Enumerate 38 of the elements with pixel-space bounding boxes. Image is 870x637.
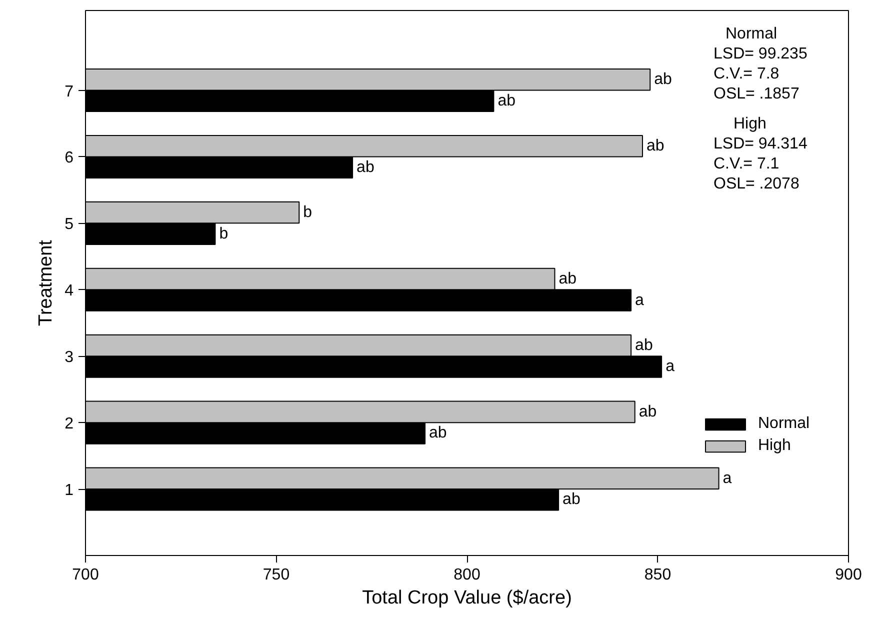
data-label: ab [558, 270, 577, 288]
y-tick-label: 6 [64, 150, 74, 167]
data-label: b [303, 204, 312, 222]
y-tick-label: 3 [64, 349, 74, 366]
y-tick-label: 2 [64, 416, 74, 433]
annotation: High [734, 116, 766, 132]
legend-label: High [758, 437, 791, 455]
annotation: LSD= 99.235 [714, 46, 808, 62]
data-label: ab [646, 138, 664, 155]
x-tick-label: 750 [262, 566, 290, 584]
data-label: ab [429, 424, 447, 442]
x-axis-title: Total Crop Value ($/acre) [362, 588, 572, 608]
data-label: ab [498, 92, 516, 110]
legend-label: Normal [758, 415, 810, 433]
annotation: Normal [726, 26, 778, 42]
data-label: a [666, 358, 675, 376]
data-label: a [635, 292, 644, 309]
x-tick-label: 700 [72, 566, 99, 584]
x-tick-label: 850 [644, 566, 672, 584]
data-label: ab [654, 71, 672, 88]
data-label: ab [635, 336, 653, 354]
data-label: ab [562, 491, 580, 508]
y-tick-label: 7 [64, 83, 74, 100]
annotation: LSD= 94.314 [714, 136, 808, 152]
annotation: C.V.= 7.1 [714, 156, 780, 172]
data-label: ab [638, 403, 657, 420]
annotation: OSL= .2078 [714, 176, 800, 192]
x-tick-label: 900 [835, 566, 862, 584]
y-tick-label: 5 [64, 216, 74, 234]
data-label: b [219, 225, 228, 242]
y-tick-label: 1 [64, 482, 74, 500]
data-label: a [722, 470, 732, 487]
x-tick-label: 800 [454, 566, 480, 584]
annotation: OSL= .1857 [714, 86, 800, 102]
y-tick-label: 4 [64, 282, 74, 300]
data-label: ab [356, 158, 374, 176]
y-axis-title: Treatment [36, 239, 57, 326]
annotation: C.V.= 7.8 [714, 66, 780, 82]
